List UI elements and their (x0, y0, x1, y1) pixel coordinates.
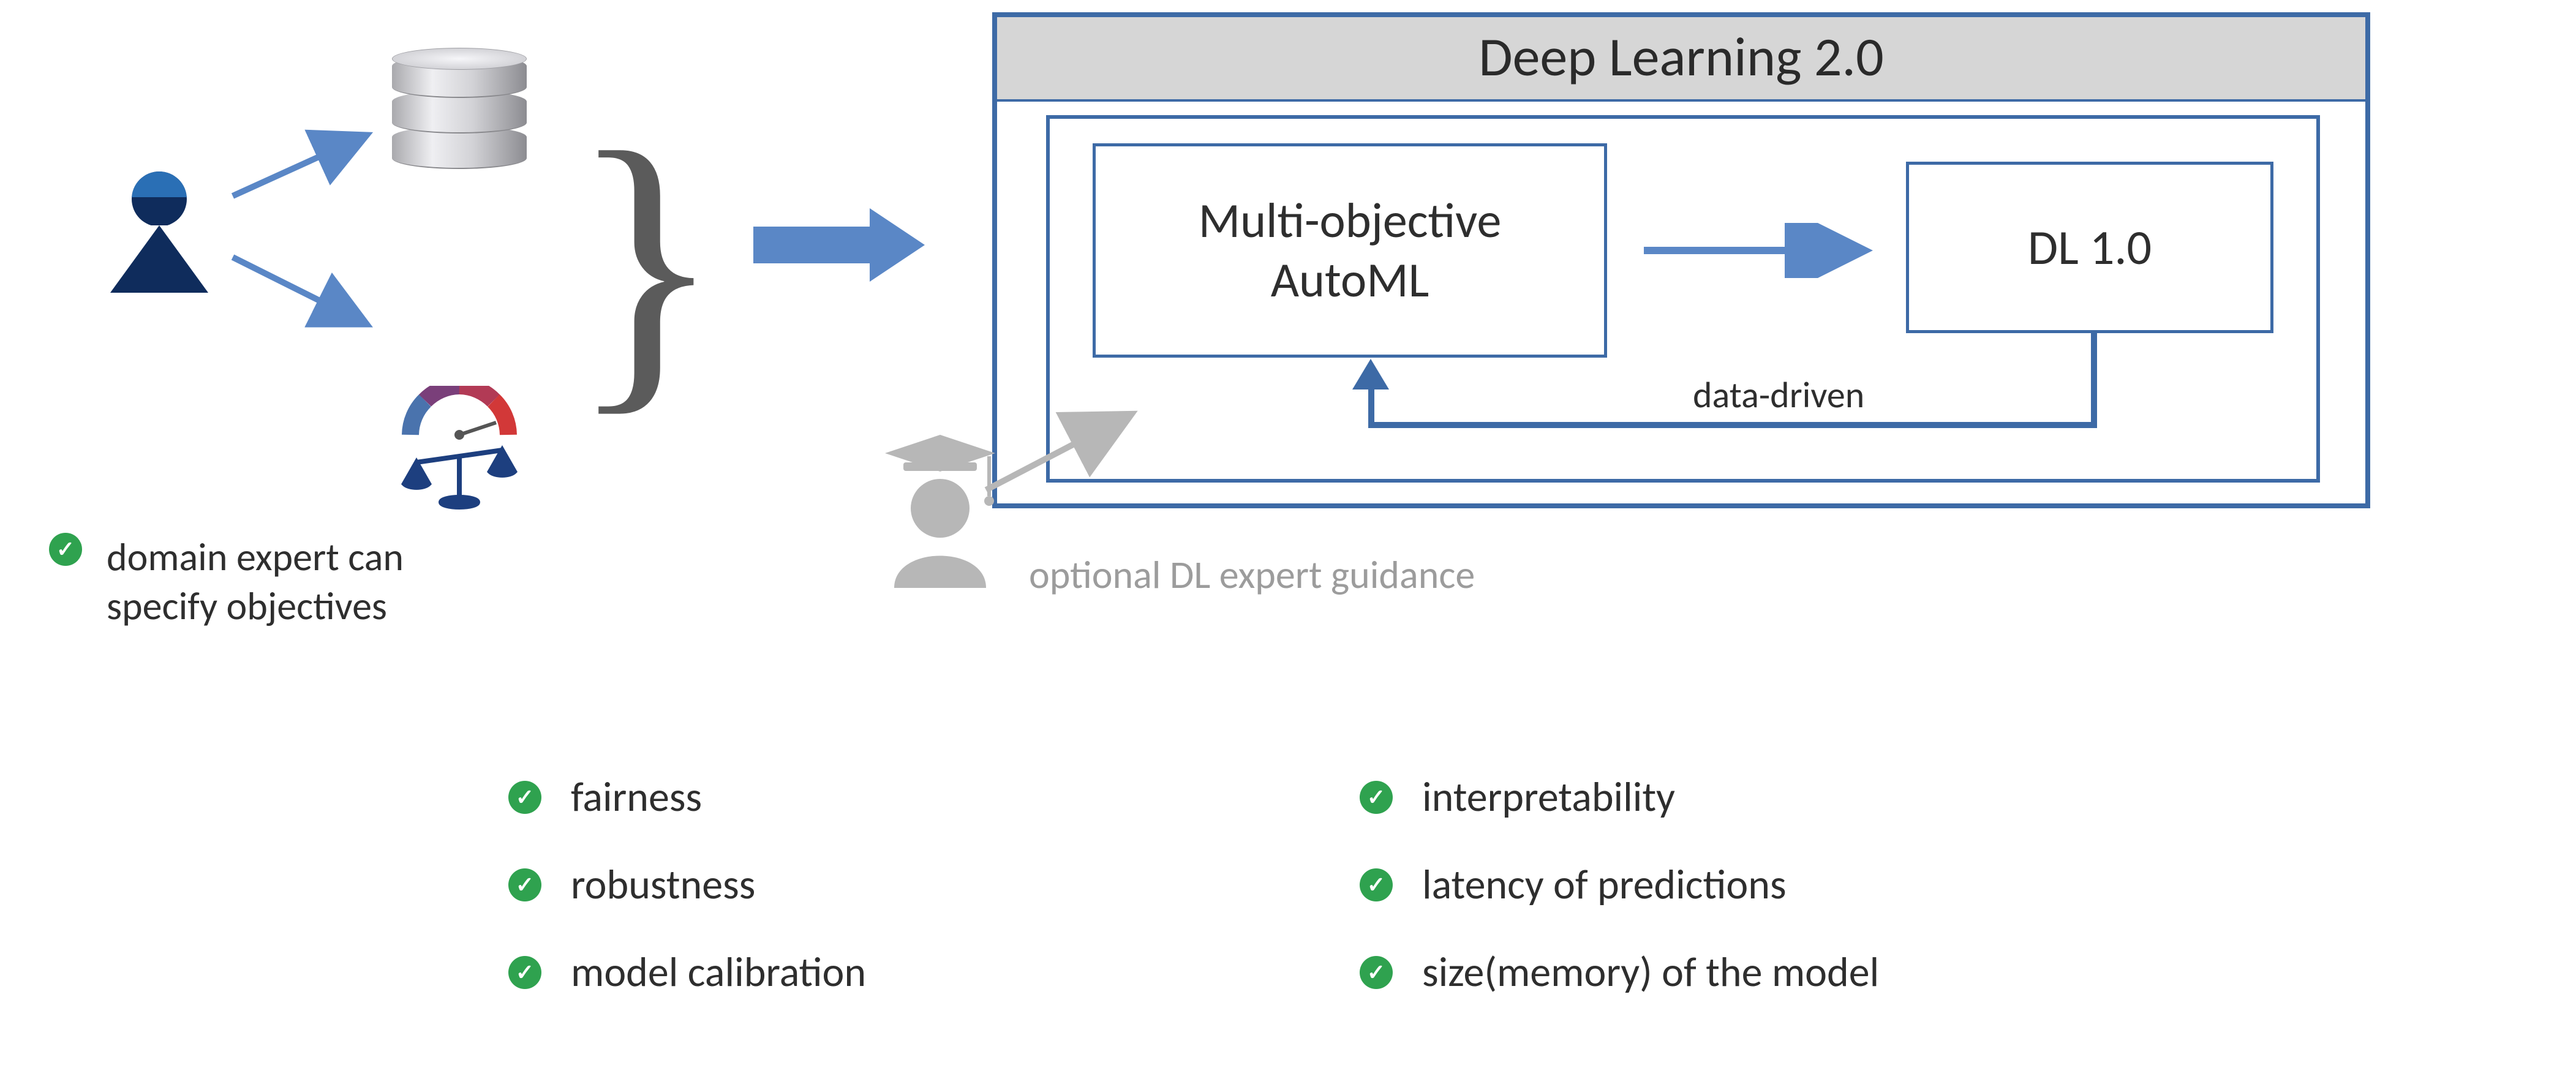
objective-label: model calibration (571, 947, 866, 998)
feedback-edge-left (1368, 422, 2097, 428)
check-icon: ✓ (508, 868, 541, 901)
check-icon: ✓ (1360, 781, 1393, 814)
domain-expert-note: ✓ domain expert can specify objectives (49, 533, 404, 631)
check-icon: ✓ (1360, 868, 1393, 901)
feedback-edge-down (2091, 333, 2097, 428)
check-icon: ✓ (508, 781, 541, 814)
list-item: ✓ latency of predictions (1360, 859, 1879, 910)
arrow-to-database (227, 122, 386, 208)
objective-label: fairness (571, 772, 702, 822)
multi-objective-automl-box: Multi-objective AutoML (1093, 143, 1607, 358)
objective-label: robustness (571, 859, 755, 910)
list-item: ✓ model calibration (508, 947, 866, 998)
mo-line2: AutoML (1271, 250, 1429, 310)
objective-label: latency of predictions (1422, 859, 1787, 910)
list-item: ✓ size(memory) of the model (1360, 947, 1879, 998)
dl2-title: Deep Learning 2.0 (997, 17, 2365, 102)
arrow-into-dl2 (747, 202, 931, 288)
domain-expert-icon (104, 171, 214, 306)
optional-guidance-label: optional DL expert guidance (1029, 551, 1475, 599)
check-icon: ✓ (1360, 956, 1393, 989)
objectives-col-left: ✓ fairness ✓ robustness ✓ model calibration (508, 772, 866, 998)
dl2-container: Deep Learning 2.0 Multi-objective AutoML… (992, 12, 2370, 508)
objectives-gauge-scale-icon (392, 386, 527, 521)
mo-line1: Multi-objective (1199, 191, 1502, 250)
list-item: ✓ interpretability (1360, 772, 1879, 822)
arrow-dl-expert-to-mo (980, 404, 1139, 502)
list-item: ✓ robustness (508, 859, 866, 910)
objective-label: size(memory) of the model (1422, 947, 1879, 998)
curly-brace-icon: } (570, 153, 723, 376)
arrow-mo-to-dl1 (1638, 223, 1877, 278)
feedback-label: data-driven (1693, 373, 1864, 418)
list-item: ✓ fairness (508, 772, 866, 822)
feedback-arrowhead (1352, 359, 1389, 389)
dl1-label: DL 1.0 (2028, 218, 2152, 277)
dl1-box: DL 1.0 (1906, 162, 2273, 333)
domain-expert-text: domain expert can specify objectives (107, 533, 404, 631)
objective-label: interpretability (1422, 772, 1675, 822)
check-icon: ✓ (49, 533, 82, 566)
check-icon: ✓ (508, 956, 541, 989)
database-icon (392, 55, 527, 178)
dl2-inner-frame: Multi-objective AutoML DL 1.0 data-drive… (1046, 115, 2320, 483)
arrow-to-objectives-icon (227, 245, 386, 343)
objectives-col-right: ✓ interpretability ✓ latency of prediction… (1360, 772, 1879, 998)
